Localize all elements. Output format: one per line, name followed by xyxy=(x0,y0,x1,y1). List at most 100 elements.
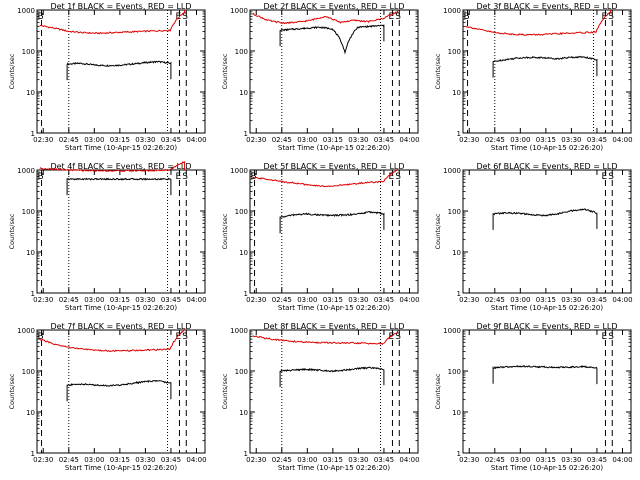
plot-frame xyxy=(462,9,632,134)
y-tick-label: 100 xyxy=(22,48,35,56)
panel-det-1: Det 1f BLACK = Events, RED = LLD 1 10 100 10… xyxy=(8,2,207,152)
x-axis-label: Start Time (10-Apr-15 02:26:20) xyxy=(491,304,603,312)
y-tick-label: 10 xyxy=(452,89,461,97)
y-tick-label: 1 xyxy=(457,450,461,458)
y-tick-label: 1000 xyxy=(230,327,248,335)
series-events-line xyxy=(66,60,172,81)
x-tick-label: 04:00 xyxy=(186,296,206,304)
marker-label-e: E xyxy=(601,332,607,342)
x-tick-label: 03:45 xyxy=(374,136,394,144)
marker-label-e: E xyxy=(175,172,181,182)
plot-frame xyxy=(36,169,206,294)
series-events-line xyxy=(66,177,172,196)
y-tick-label: 1000 xyxy=(17,7,35,15)
y-tick-label: 1 xyxy=(457,130,461,138)
y-tick-label: 1000 xyxy=(443,327,461,335)
y-tick-label: 10 xyxy=(26,409,35,417)
y-tick-label: 10 xyxy=(452,409,461,417)
marker-label-s: S xyxy=(395,12,401,22)
x-tick-label: 03:30 xyxy=(348,136,368,144)
x-tick-label: 03:45 xyxy=(161,296,181,304)
y-axis-label: Counts/sec xyxy=(434,373,442,409)
x-tick-label: 03:00 xyxy=(84,136,104,144)
panel-title: Det 9f BLACK = Events, RED = LLD xyxy=(476,322,617,331)
x-tick-label: 02:30 xyxy=(33,136,53,144)
panel-title: Det 1f BLACK = Events, RED = LLD xyxy=(50,2,191,11)
marker-label-e: E xyxy=(175,12,181,22)
x-tick-label: 03:45 xyxy=(374,456,394,464)
x-tick-label: 02:45 xyxy=(485,136,505,144)
marker-label-s: S xyxy=(395,172,401,182)
plot-frame xyxy=(462,329,632,454)
x-tick-label: 03:00 xyxy=(510,136,530,144)
x-tick-label: 02:45 xyxy=(59,136,79,144)
x-tick-label: 04:00 xyxy=(612,136,632,144)
marker-label-b: B xyxy=(251,172,257,182)
series-events-line xyxy=(279,24,385,55)
marker-label-b: B xyxy=(38,12,44,22)
x-tick-label: 03:45 xyxy=(587,456,607,464)
series-events-line xyxy=(66,379,172,402)
y-axis-label: Counts/sec xyxy=(221,213,229,249)
marker-label-s: S xyxy=(182,172,188,182)
y-tick-label: 10 xyxy=(26,249,35,257)
x-axis-label: Start Time (10-Apr-15 02:26:20) xyxy=(278,464,390,472)
x-tick-label: 03:30 xyxy=(348,296,368,304)
x-tick-label: 04:00 xyxy=(186,136,206,144)
series-lld-line xyxy=(39,160,186,172)
x-tick-label: 04:00 xyxy=(612,456,632,464)
y-axis-label: Counts/sec xyxy=(8,213,16,249)
x-tick-label: 02:30 xyxy=(246,456,266,464)
y-axis-label: Counts/sec xyxy=(8,373,16,409)
marker-label-s: S xyxy=(395,332,401,342)
x-tick-label: 03:45 xyxy=(587,136,607,144)
x-tick-label: 04:00 xyxy=(399,456,419,464)
x-tick-label: 03:45 xyxy=(587,296,607,304)
marker-label-s: S xyxy=(608,12,614,22)
y-tick-label: 10 xyxy=(452,249,461,257)
x-tick-label: 02:30 xyxy=(33,456,53,464)
y-tick-label: 10 xyxy=(239,249,248,257)
panel-title: Det 6f BLACK = Events, RED = LLD xyxy=(476,162,617,171)
y-tick-label: 1 xyxy=(244,290,248,298)
x-tick-label: 02:30 xyxy=(459,296,479,304)
x-tick-label: 02:30 xyxy=(246,136,266,144)
panel-det-5: Det 5f BLACK = Events, RED = LLD 1 10 100 10… xyxy=(221,162,420,312)
series-lld-line xyxy=(39,10,186,35)
y-tick-label: 1000 xyxy=(443,167,461,175)
x-axis-label: Start Time (10-Apr-15 02:26:20) xyxy=(491,144,603,152)
panel-title: Det 2f BLACK = Events, RED = LLD xyxy=(263,2,404,11)
y-tick-label: 1000 xyxy=(230,167,248,175)
plot-frame xyxy=(36,9,206,134)
y-tick-label: 1 xyxy=(31,130,35,138)
y-tick-label: 1 xyxy=(31,450,35,458)
y-tick-label: 1 xyxy=(457,290,461,298)
x-tick-label: 03:00 xyxy=(297,296,317,304)
x-tick-label: 03:00 xyxy=(84,456,104,464)
plot-frame xyxy=(249,169,419,294)
panel-title: Det 4f BLACK = Events, RED = LLD xyxy=(50,162,191,171)
x-axis-label: Start Time (10-Apr-15 02:26:20) xyxy=(491,464,603,472)
x-tick-label: 03:30 xyxy=(561,456,581,464)
panel-title: Det 7f BLACK = Events, RED = LLD xyxy=(50,322,191,331)
x-tick-label: 03:15 xyxy=(110,136,130,144)
y-tick-label: 100 xyxy=(448,368,461,376)
y-tick-label: 10 xyxy=(26,89,35,97)
x-tick-label: 02:45 xyxy=(272,456,292,464)
marker-label-b: B xyxy=(38,332,44,342)
x-tick-label: 02:30 xyxy=(459,456,479,464)
y-tick-label: 100 xyxy=(235,48,248,56)
marker-label-s: S xyxy=(182,332,188,342)
marker-label-e: E xyxy=(388,12,394,22)
series-lld-line xyxy=(252,10,399,25)
panel-det-2: Det 2f BLACK = Events, RED = LLD 1 10 100 10… xyxy=(221,2,420,152)
y-tick-label: 10 xyxy=(239,409,248,417)
x-axis-label: Start Time (10-Apr-15 02:26:20) xyxy=(65,464,177,472)
x-tick-label: 03:00 xyxy=(297,456,317,464)
marker-label-e: E xyxy=(175,332,181,342)
y-axis-label: Counts/sec xyxy=(8,53,16,89)
x-tick-label: 03:30 xyxy=(135,296,155,304)
x-tick-label: 02:45 xyxy=(272,136,292,144)
marker-label-e: E xyxy=(388,172,394,182)
series-events-line xyxy=(492,208,598,230)
